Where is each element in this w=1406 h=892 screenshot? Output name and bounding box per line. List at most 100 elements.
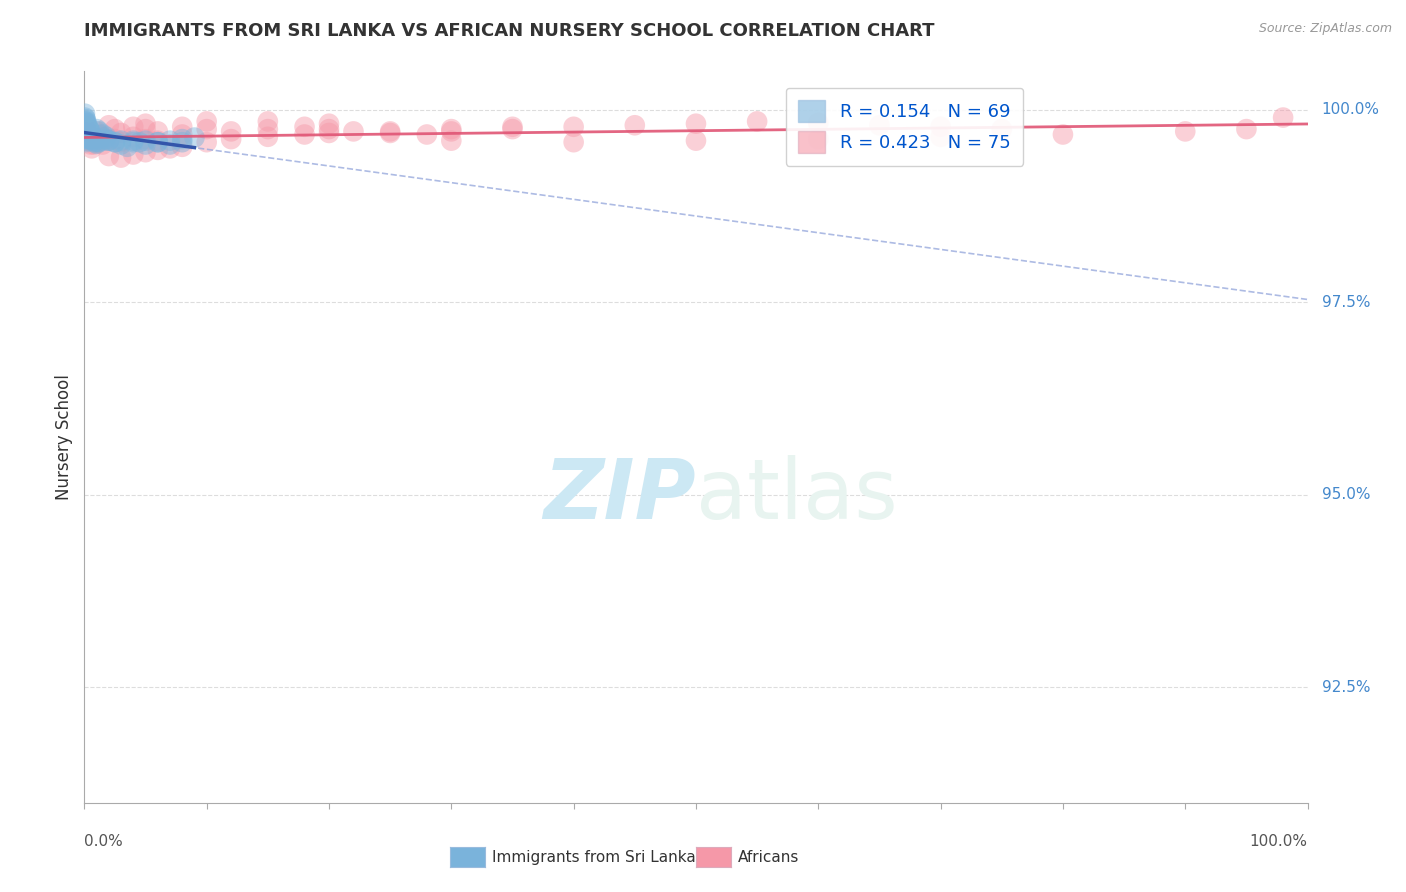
Point: [219, 124, 242, 138]
Point: [82, 134, 104, 148]
Text: Immigrants from Sri Lanka: Immigrants from Sri Lanka: [492, 850, 696, 864]
Point: [195, 122, 218, 136]
Point: [80, 141, 103, 155]
Point: [318, 126, 340, 140]
Point: [91, 134, 114, 148]
Point: [79, 137, 101, 152]
Point: [77, 131, 100, 145]
Point: [76, 128, 98, 143]
Point: [73, 114, 96, 128]
Point: [172, 120, 194, 134]
Point: [807, 132, 830, 146]
Text: Source: ZipAtlas.com: Source: ZipAtlas.com: [1258, 22, 1392, 36]
Point: [294, 120, 316, 134]
Point: [75, 112, 97, 127]
Point: [501, 122, 523, 136]
Point: [294, 128, 316, 142]
Point: [87, 124, 110, 138]
Point: [73, 118, 96, 132]
Point: [83, 135, 105, 149]
Point: [91, 129, 114, 144]
Point: [73, 122, 96, 136]
Point: [562, 135, 585, 149]
Point: [135, 122, 157, 136]
Point: [159, 134, 181, 148]
Point: [91, 128, 114, 142]
Point: [342, 124, 364, 138]
Point: [76, 126, 98, 140]
Point: [79, 132, 101, 146]
Text: IMMIGRANTS FROM SRI LANKA VS AFRICAN NURSERY SCHOOL CORRELATION CHART: IMMIGRANTS FROM SRI LANKA VS AFRICAN NUR…: [84, 22, 935, 40]
Point: [86, 135, 108, 149]
Point: [172, 135, 194, 149]
Point: [929, 120, 952, 134]
Point: [440, 134, 463, 148]
Point: [75, 118, 97, 132]
Point: [77, 129, 100, 144]
Point: [73, 129, 96, 144]
Point: [96, 129, 118, 144]
Point: [82, 129, 104, 144]
Point: [135, 137, 157, 152]
Point: [77, 120, 100, 134]
Point: [110, 137, 132, 152]
Point: [76, 117, 98, 131]
Point: [79, 128, 101, 143]
Point: [1234, 122, 1257, 136]
Point: [1272, 111, 1295, 125]
Point: [318, 117, 340, 131]
Point: [86, 136, 108, 151]
Text: atlas: atlas: [696, 455, 897, 536]
Text: ZIP: ZIP: [543, 455, 696, 536]
Point: [146, 135, 169, 149]
Point: [257, 114, 280, 128]
Text: 95.0%: 95.0%: [1322, 487, 1369, 502]
Point: [77, 126, 100, 140]
Text: 0.0%: 0.0%: [84, 834, 124, 849]
Point: [318, 122, 340, 136]
Point: [73, 111, 96, 125]
Point: [172, 132, 194, 146]
Point: [77, 122, 100, 136]
Y-axis label: Nursery School: Nursery School: [55, 374, 73, 500]
Point: [380, 124, 402, 138]
Point: [104, 132, 127, 146]
Point: [122, 120, 145, 134]
Point: [440, 124, 463, 138]
Point: [75, 120, 97, 134]
Point: [501, 120, 523, 134]
Point: [172, 140, 194, 154]
Point: [195, 114, 218, 128]
Legend: R = 0.154   N = 69, R = 0.423   N = 75: R = 0.154 N = 69, R = 0.423 N = 75: [786, 87, 1024, 166]
Point: [110, 134, 132, 148]
Point: [73, 134, 96, 148]
Point: [77, 134, 100, 148]
Point: [219, 132, 242, 146]
Point: [83, 137, 105, 152]
Point: [86, 135, 108, 149]
Point: [146, 124, 169, 138]
Point: [257, 129, 280, 144]
Point: [159, 137, 181, 152]
Point: [86, 122, 108, 136]
Point: [929, 129, 952, 144]
Point: [990, 122, 1012, 136]
Point: [122, 147, 145, 161]
Point: [73, 126, 96, 140]
Point: [440, 122, 463, 136]
Point: [97, 134, 120, 148]
Point: [77, 129, 100, 144]
Point: [97, 118, 120, 132]
Point: [75, 122, 97, 136]
Point: [128, 135, 150, 149]
Point: [135, 132, 157, 146]
Point: [75, 122, 97, 136]
Point: [80, 131, 103, 145]
Point: [104, 135, 127, 149]
Point: [104, 122, 127, 136]
Point: [747, 114, 769, 128]
Point: [685, 117, 707, 131]
Point: [172, 128, 194, 142]
Point: [195, 135, 218, 149]
Point: [122, 129, 145, 144]
